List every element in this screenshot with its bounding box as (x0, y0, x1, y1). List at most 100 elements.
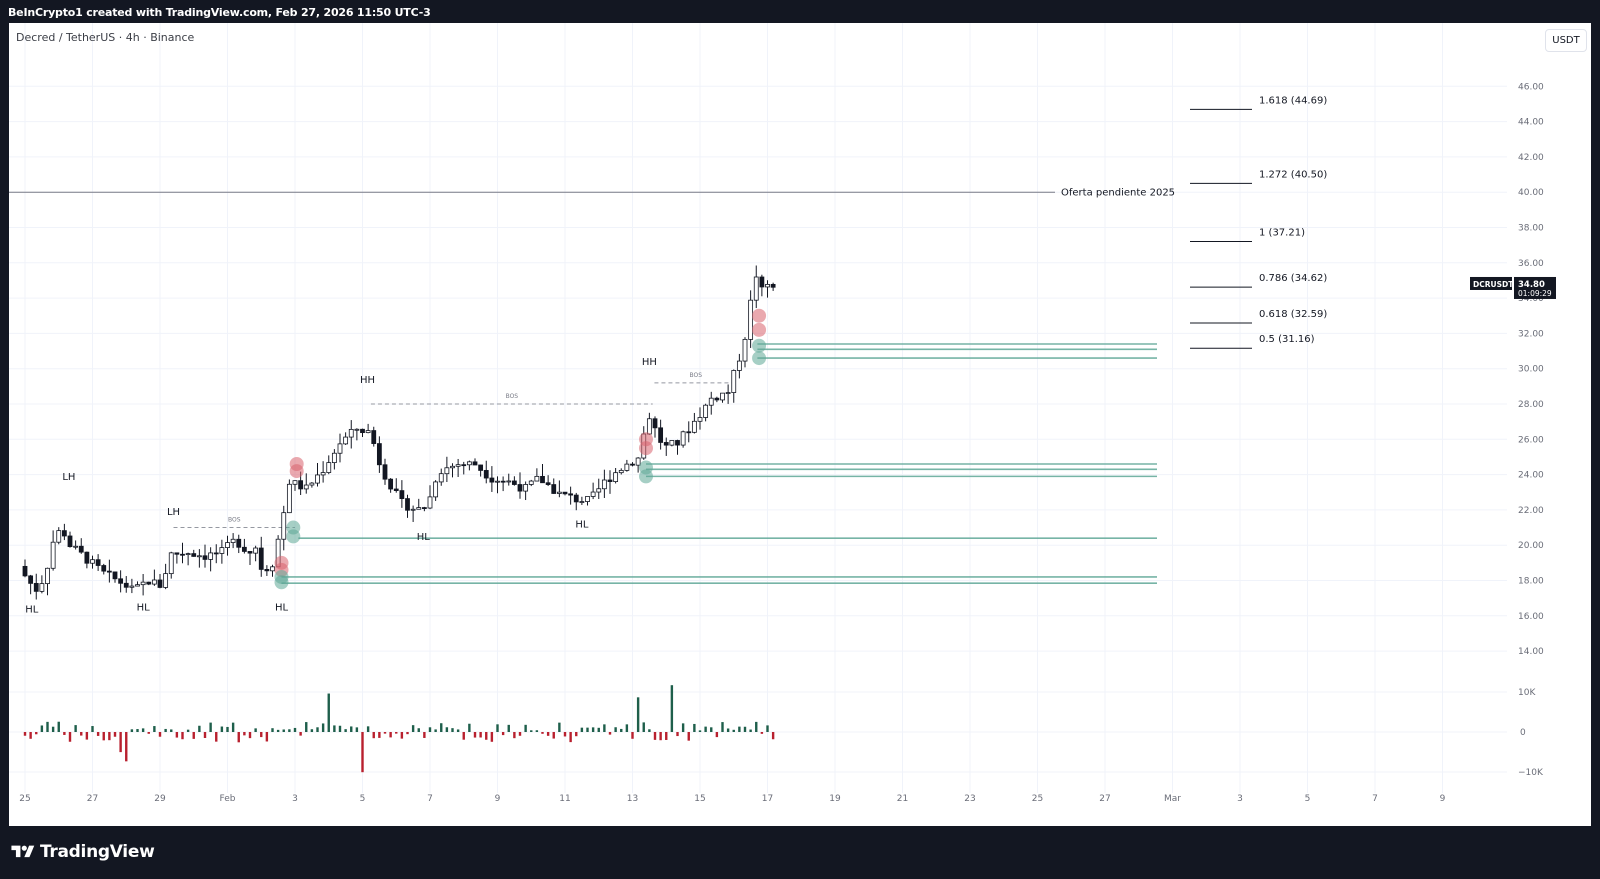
order-block-marker (752, 308, 767, 323)
volume-bar (192, 732, 195, 739)
footer-bar: TradingView (0, 826, 1600, 879)
supply-level-label: Oferta pendiente 2025 (1061, 188, 1175, 199)
time-tick-label: 25 (1032, 794, 1043, 804)
candle-body (146, 581, 152, 585)
time-tick-label: 9 (495, 794, 501, 804)
time-tick-label: 25 (19, 794, 30, 804)
candle-body (765, 283, 770, 288)
tradingview-logo[interactable]: TradingView (10, 842, 155, 862)
swing-label: HL (25, 604, 39, 615)
price-tick-label: 46.00 (1518, 82, 1544, 92)
candle-body (90, 559, 95, 564)
volume-bar (591, 727, 595, 732)
volume-bar (676, 732, 679, 737)
candle-body (354, 428, 360, 431)
order-block-marker (289, 464, 304, 479)
candle-body (286, 483, 292, 514)
last-price-tag (1514, 276, 1556, 299)
candle-body (315, 474, 320, 484)
volume-bar (541, 732, 544, 734)
volume-bar (23, 732, 27, 736)
volume-bar (35, 732, 38, 735)
candle-body (309, 482, 315, 486)
volume-bar (760, 732, 764, 734)
candle-body (376, 443, 382, 466)
volume-bar (237, 732, 240, 743)
candle-body (180, 553, 185, 556)
volume-bar (29, 732, 32, 739)
candle-body (95, 559, 101, 566)
candle-body (337, 443, 343, 454)
volume-bar (74, 725, 77, 732)
last-price-label: 34.80 (1518, 280, 1545, 290)
volume-bar (389, 732, 392, 738)
ticker-tag (1470, 276, 1512, 290)
currency-button[interactable]: USDT (1545, 29, 1587, 52)
candle-body (466, 461, 472, 466)
ticker-tag-label: DCRUSDT (1473, 280, 1514, 289)
time-tick-label: 7 (427, 794, 433, 804)
candle-body (84, 551, 90, 564)
volume-bar (698, 730, 702, 732)
candle-body (652, 418, 658, 429)
bos-label: BOS (506, 393, 519, 400)
volume-bar (288, 729, 291, 732)
candle-body (28, 575, 34, 584)
volume-bar (620, 728, 623, 732)
volume-bar (203, 732, 207, 738)
volume-bar (518, 732, 522, 736)
candle-body (208, 552, 214, 560)
volume-bar (428, 727, 432, 732)
order-block-marker (639, 469, 653, 484)
candle-body (630, 463, 635, 466)
volume-bar (305, 722, 308, 732)
time-tick-label: Mar (1164, 794, 1181, 804)
candle-body (585, 496, 590, 502)
candles (22, 265, 776, 600)
volume-bar (569, 732, 572, 743)
price-tick-label: 14.00 (1518, 647, 1544, 657)
price-tick-label: 36.00 (1518, 259, 1544, 269)
chart-frame[interactable]: 46.00 44.00 42.00 40.00 38.00 36.00 34.00 32.00… (9, 23, 1591, 826)
volume-bar (215, 732, 218, 742)
volume-bar (209, 722, 212, 732)
time-tick-label: 3 (1237, 794, 1243, 804)
volume-bar (614, 727, 617, 732)
volume-bar (715, 732, 719, 738)
volume-bar (299, 732, 302, 736)
candle-body (562, 491, 568, 495)
candle-body (472, 461, 478, 466)
candle-body (489, 477, 495, 483)
candle-body (320, 472, 326, 476)
volume-bar (558, 722, 561, 732)
symbol-title[interactable]: Decred / TetherUS · 4h · Binance (16, 31, 195, 44)
candle-body (343, 436, 349, 445)
candle-body (135, 584, 140, 587)
time-tick-label: Feb (220, 794, 236, 804)
chart-canvas[interactable]: 46.00 44.00 42.00 40.00 38.00 36.00 34.00 32.00… (9, 23, 1591, 826)
fib-level-label: 1.272 (40.50) (1259, 169, 1327, 180)
candle-body (292, 480, 298, 485)
candle-body (736, 360, 742, 371)
candle-body (421, 507, 427, 509)
volume-bar (108, 732, 111, 741)
candle-body (511, 480, 517, 485)
volume-bar (603, 724, 606, 732)
volume-bar (46, 721, 49, 732)
volume-bar (704, 726, 707, 732)
swing-label: LH (167, 507, 180, 518)
price-tick-label: 16.00 (1518, 612, 1544, 622)
volume-bar (366, 726, 370, 732)
fib-level-label: 0.786 (34.62) (1259, 273, 1327, 284)
candle-body (438, 473, 444, 483)
candle-body (455, 464, 461, 467)
candle-body (247, 551, 253, 554)
volume-bar (113, 732, 117, 737)
candle-body (123, 582, 129, 588)
volume-tick-label: 10K (1518, 688, 1536, 698)
volume-bar (85, 732, 89, 740)
candle-body (517, 484, 523, 492)
volume-bar (243, 732, 246, 736)
volume-bar (468, 723, 471, 732)
volume-bar (597, 727, 600, 732)
